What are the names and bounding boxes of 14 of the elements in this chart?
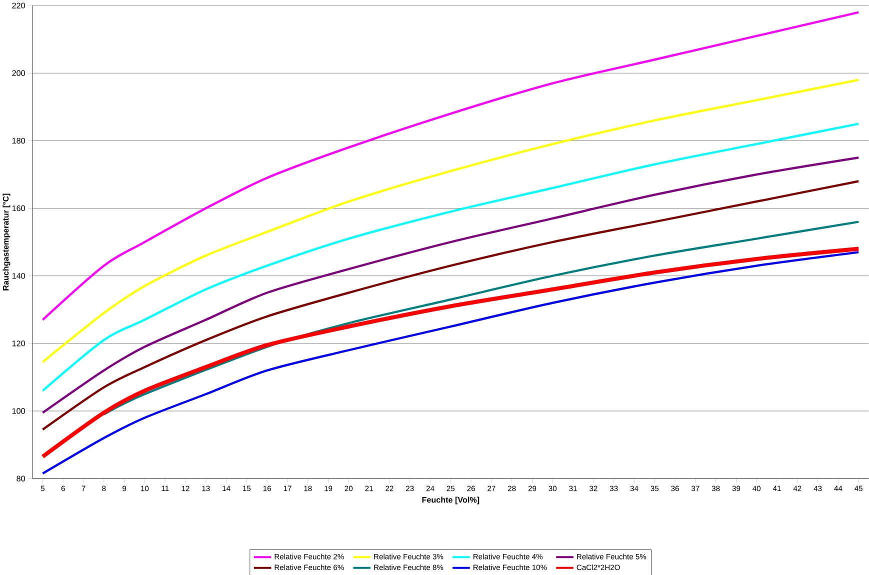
y-tick-label: 140	[12, 272, 25, 278]
y-tick-label: 200	[12, 70, 25, 76]
line-series	[42, 10, 860, 321]
y-tick-label: 180	[12, 138, 25, 144]
line-series	[102, 220, 860, 416]
y-tick-label: 120	[12, 340, 25, 346]
x-axis-title: Feuchte [Vol%]	[422, 496, 480, 504]
line-series	[42, 122, 860, 392]
y-tick-label: 160	[12, 205, 25, 211]
y-tick-label: 220	[12, 2, 25, 8]
y-axis-title: Rauchgastemperatur [°C]	[2, 194, 10, 290]
line-series	[42, 78, 860, 363]
y-tick-label: 100	[12, 408, 25, 414]
y-tick-label: 80	[16, 475, 25, 482]
